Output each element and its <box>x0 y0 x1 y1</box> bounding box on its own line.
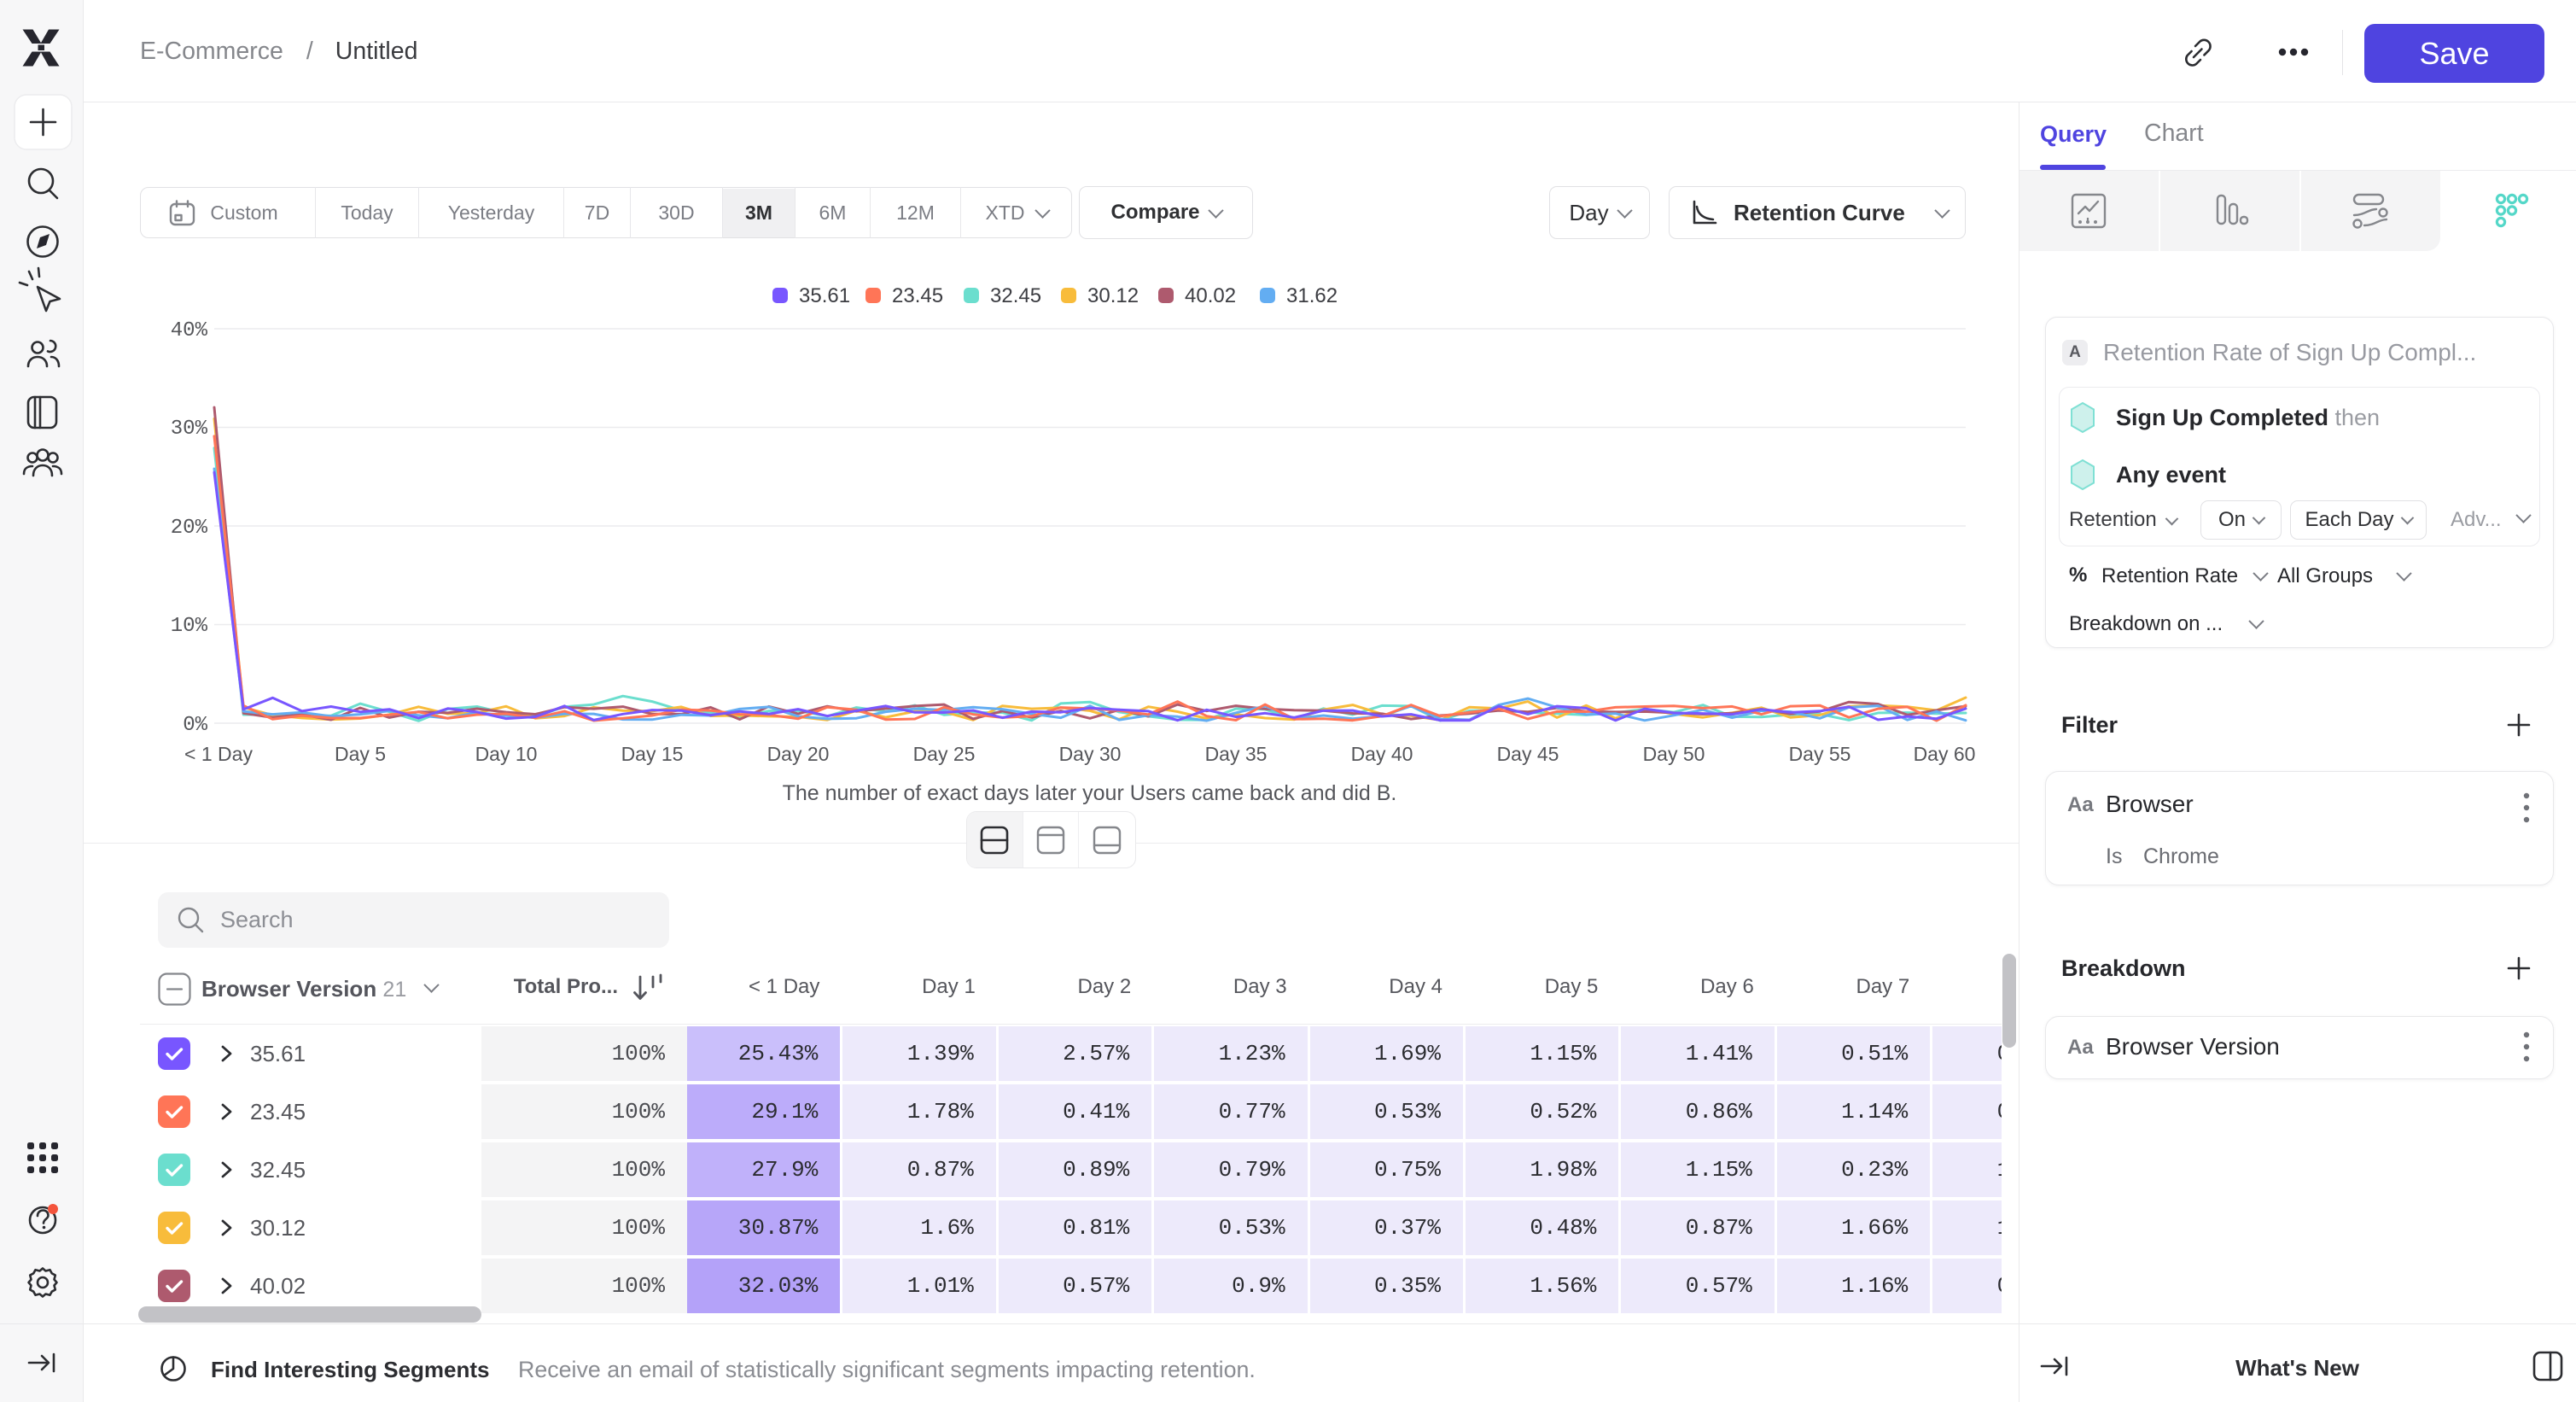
svg-text:Day 50: Day 50 <box>1643 743 1705 765</box>
svg-text:Day 20: Day 20 <box>767 743 830 765</box>
svg-text:Day 5: Day 5 <box>335 743 386 765</box>
svg-text:Day 40: Day 40 <box>1351 743 1413 765</box>
svg-text:Day 10: Day 10 <box>475 743 538 765</box>
svg-text:30%: 30% <box>171 418 208 441</box>
svg-text:Day 25: Day 25 <box>913 743 976 765</box>
svg-text:0%: 0% <box>183 714 207 737</box>
svg-text:10%: 10% <box>171 615 208 638</box>
svg-text:Day 45: Day 45 <box>1497 743 1559 765</box>
svg-text:Day 30: Day 30 <box>1059 743 1122 765</box>
svg-text:Day 35: Day 35 <box>1205 743 1268 765</box>
svg-text:40%: 40% <box>171 319 208 342</box>
svg-text:Day 55: Day 55 <box>1789 743 1851 765</box>
svg-text:20%: 20% <box>171 517 208 540</box>
svg-text:< 1 Day: < 1 Day <box>184 743 253 765</box>
svg-text:Day 60: Day 60 <box>1914 743 1976 765</box>
svg-text:Day 15: Day 15 <box>621 743 684 765</box>
